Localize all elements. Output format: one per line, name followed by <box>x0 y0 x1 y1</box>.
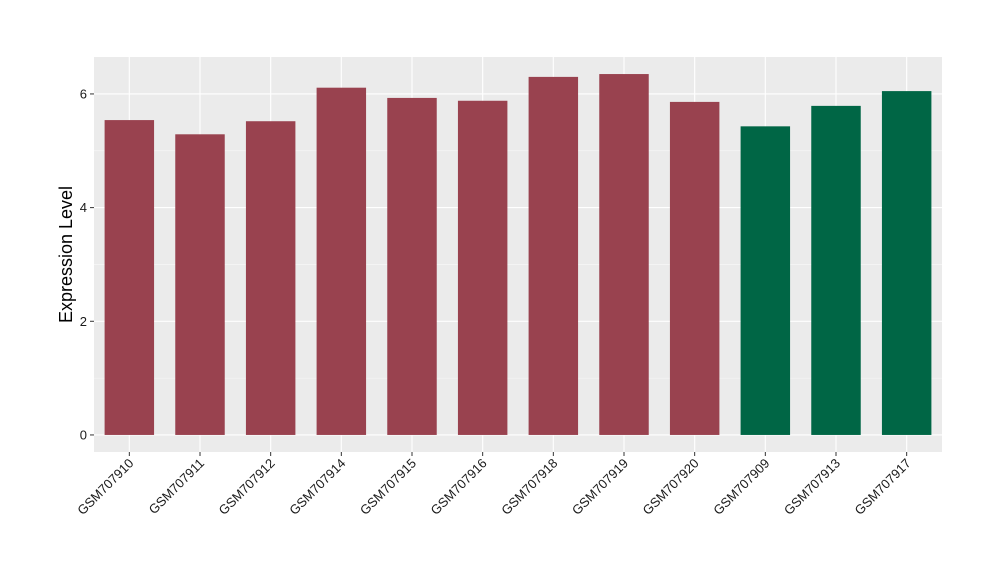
x-tick-label: GSM707911 <box>146 456 208 518</box>
x-tick-label: GSM707915 <box>357 456 419 518</box>
bar-gsm707911 <box>175 134 225 435</box>
bars <box>104 74 932 435</box>
plot-panel <box>94 57 942 452</box>
bar-gsm707912 <box>245 121 296 435</box>
x-tick-label: GSM707912 <box>216 456 278 518</box>
x-tick-label: GSM707909 <box>710 456 772 518</box>
y-axis: 0 2 4 6 <box>80 86 94 442</box>
bar-gsm707917 <box>881 91 932 435</box>
x-tick-label: GSM707913 <box>781 456 843 518</box>
y-tick-label: 4 <box>80 200 87 215</box>
x-tick-label: GSM707920 <box>640 456 702 518</box>
x-tick-label: GSM707917 <box>852 456 914 518</box>
y-tick-label: 2 <box>80 314 87 329</box>
x-axis: GSM707910 GSM707911 GSM707912 GSM707914 GSM7… <box>74 452 914 518</box>
x-tick-label: GSM707918 <box>498 456 560 518</box>
bar-gsm707913 <box>811 105 861 435</box>
x-tick-label: GSM707910 <box>74 456 136 518</box>
bar-gsm707919 <box>599 74 649 435</box>
x-tick-label: GSM707914 <box>286 456 348 518</box>
bar-gsm707915 <box>387 97 437 435</box>
bar-gsm707920 <box>669 101 720 435</box>
bar-gsm707916 <box>457 100 508 435</box>
bar-gsm707909 <box>740 126 791 435</box>
bar-gsm707914 <box>316 87 367 435</box>
y-tick-label: 6 <box>80 86 87 101</box>
bar-gsm707918 <box>528 76 579 435</box>
x-tick-label: GSM707919 <box>569 456 631 518</box>
y-axis-title: Expression Level <box>56 186 76 323</box>
x-tick-label: GSM707916 <box>428 456 490 518</box>
y-tick-label: 0 <box>80 427 87 442</box>
bar-gsm707910 <box>104 120 155 435</box>
